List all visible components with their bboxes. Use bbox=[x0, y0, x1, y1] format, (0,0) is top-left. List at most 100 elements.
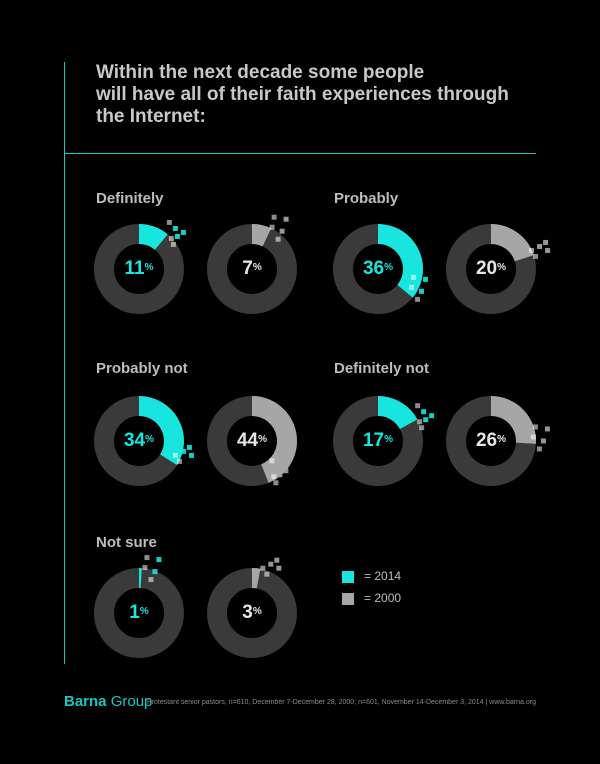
pixel-decoration bbox=[180, 229, 186, 235]
source-note: Protestant senior pastors, n=610, Decemb… bbox=[147, 699, 536, 706]
donut-not-sure-2014: 1% bbox=[94, 555, 184, 658]
pixel-decoration bbox=[276, 565, 282, 571]
barna-group-logo: Barna Group bbox=[64, 693, 152, 711]
legend-swatch-2014 bbox=[342, 571, 354, 583]
pixel-decoration bbox=[415, 296, 421, 302]
donut-svg bbox=[207, 557, 297, 658]
data-label-not-sure-2000: 3% bbox=[207, 602, 297, 624]
pixel-decoration bbox=[279, 228, 285, 234]
data-label-definitely-2014: 11% bbox=[94, 258, 184, 280]
pixel-decoration bbox=[533, 253, 539, 259]
pixel-decoration bbox=[421, 409, 427, 415]
donut-svg bbox=[94, 396, 194, 486]
donut-definitely-2000: 7% bbox=[207, 214, 297, 314]
pixel-decoration bbox=[536, 446, 542, 452]
accent-horizontal-rule bbox=[64, 153, 536, 154]
pixel-decoration bbox=[277, 472, 283, 478]
data-label-unit: % bbox=[145, 434, 155, 445]
donut-svg bbox=[333, 396, 435, 486]
pixel-decoration bbox=[186, 444, 192, 450]
donut-segment-2000 bbox=[252, 224, 272, 247]
pixel-decoration bbox=[156, 557, 162, 563]
donut-definitely-not-2014: 17% bbox=[333, 396, 435, 486]
data-label-unit: % bbox=[252, 606, 262, 617]
pixel-decoration bbox=[188, 452, 194, 458]
pixel-decoration bbox=[271, 214, 277, 220]
group-label-definitely: Definitely bbox=[96, 190, 164, 207]
pixel-decoration bbox=[144, 555, 150, 561]
pixel-decoration bbox=[172, 225, 178, 231]
data-label-not-sure-2014: 1% bbox=[94, 602, 184, 624]
donut-not-sure-2000: 3% bbox=[207, 557, 297, 658]
pixel-decoration bbox=[415, 403, 421, 409]
legend-label-2014: = 2014 bbox=[364, 569, 402, 583]
title-line-3: the Internet: bbox=[96, 106, 206, 127]
legend-item-2014: = 2014 bbox=[342, 568, 462, 590]
donut-svg bbox=[94, 555, 184, 658]
donut-svg bbox=[333, 224, 429, 314]
data-label-definitely-not-2000: 26% bbox=[446, 430, 536, 452]
data-label-value: 17 bbox=[362, 430, 385, 451]
pixel-decoration bbox=[176, 458, 182, 464]
pixel-decoration bbox=[170, 241, 176, 247]
donut-probably-2014: 36% bbox=[333, 224, 429, 314]
pixel-decoration bbox=[544, 426, 550, 432]
data-label-value: 34 bbox=[123, 430, 146, 451]
pixel-decoration bbox=[264, 571, 270, 577]
donut-segment-2014 bbox=[378, 396, 418, 429]
pixel-decoration bbox=[417, 419, 423, 425]
pixel-decoration bbox=[274, 557, 280, 563]
group-label-probably-not: Probably not bbox=[96, 360, 188, 377]
data-label-unit: % bbox=[139, 606, 149, 617]
donut-probably-not-2014: 34% bbox=[94, 396, 194, 486]
brand-bold: Barna bbox=[64, 693, 107, 710]
pixel-decoration bbox=[545, 247, 551, 253]
data-label-value: 3 bbox=[242, 602, 253, 623]
data-label-unit: % bbox=[258, 434, 268, 445]
pixel-decoration bbox=[537, 243, 543, 249]
accent-vertical-rule bbox=[64, 62, 65, 664]
donut-definitely-2014: 11% bbox=[94, 219, 186, 314]
pixel-decoration bbox=[423, 276, 429, 282]
pixel-decoration bbox=[275, 464, 281, 470]
pixel-decoration bbox=[260, 565, 266, 571]
pixel-decoration bbox=[268, 561, 274, 567]
data-label-value: 44 bbox=[236, 430, 259, 451]
data-label-definitely-not-2014: 17% bbox=[333, 430, 423, 452]
pixel-decoration bbox=[411, 274, 417, 280]
data-label-probably-2000: 20% bbox=[446, 258, 536, 280]
pixel-decoration bbox=[168, 235, 174, 241]
pixel-decoration bbox=[142, 565, 148, 571]
pixel-decoration bbox=[275, 236, 281, 242]
donut-segment-2014 bbox=[139, 568, 142, 589]
data-label-definitely-2000: 7% bbox=[207, 258, 297, 280]
donut-svg bbox=[207, 396, 297, 486]
data-label-value: 20 bbox=[475, 258, 498, 279]
pixel-decoration bbox=[172, 452, 178, 458]
legend-swatch-2000 bbox=[342, 593, 354, 605]
pixel-decoration bbox=[409, 284, 415, 290]
pixel-decoration bbox=[174, 233, 180, 239]
title-line-1: Within the next decade some people bbox=[96, 62, 425, 83]
donut-svg bbox=[207, 214, 297, 314]
donut-segment-2000 bbox=[491, 396, 536, 444]
donut-probably-not-2000: 44% bbox=[207, 396, 297, 486]
legend: = 2014 = 2000 bbox=[342, 568, 462, 612]
title-line-2: will have all of their faith experiences… bbox=[96, 84, 509, 105]
pixel-decoration bbox=[419, 288, 425, 294]
donut-svg bbox=[446, 396, 550, 486]
data-label-unit: % bbox=[144, 262, 154, 273]
data-label-unit: % bbox=[497, 434, 507, 445]
donut-segment-2000 bbox=[491, 224, 534, 262]
pixel-decoration bbox=[180, 448, 186, 454]
data-label-probably-not-2000: 44% bbox=[207, 430, 297, 452]
data-label-unit: % bbox=[384, 262, 394, 273]
data-label-value: 36 bbox=[362, 258, 385, 279]
data-label-value: 7 bbox=[242, 258, 253, 279]
pixel-decoration bbox=[166, 219, 172, 225]
pixel-decoration bbox=[273, 480, 279, 486]
data-label-unit: % bbox=[497, 262, 507, 273]
pixel-decoration bbox=[148, 577, 154, 583]
pixel-decoration bbox=[269, 458, 275, 464]
data-label-value: 26 bbox=[475, 430, 498, 451]
